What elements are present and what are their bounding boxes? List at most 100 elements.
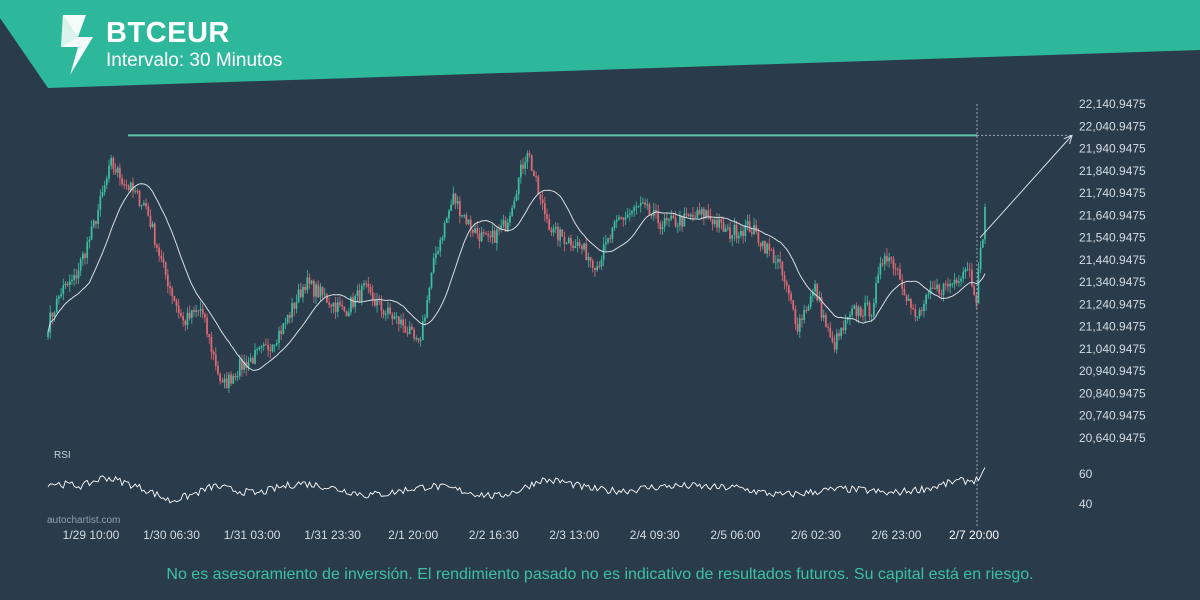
candle xyxy=(981,239,984,248)
candle xyxy=(528,153,531,155)
candle xyxy=(631,210,633,214)
candle xyxy=(319,286,322,298)
candle xyxy=(77,270,80,279)
candle xyxy=(62,285,65,294)
candle xyxy=(705,210,707,218)
candle xyxy=(134,190,137,192)
candle xyxy=(195,310,198,312)
candle xyxy=(519,164,522,178)
candle xyxy=(798,318,801,332)
time-tick-label: 1/30 06:30 xyxy=(143,528,200,542)
candle xyxy=(145,203,147,207)
candle xyxy=(105,178,108,186)
candle xyxy=(358,290,361,302)
candle xyxy=(779,258,782,263)
candle xyxy=(642,202,644,204)
candle xyxy=(84,253,86,258)
candle xyxy=(881,263,884,265)
candle xyxy=(262,344,265,347)
candle xyxy=(395,316,398,318)
candle xyxy=(406,332,409,334)
candle xyxy=(397,316,400,325)
candle xyxy=(670,215,673,220)
candle xyxy=(450,204,452,211)
candle xyxy=(768,243,771,250)
candle xyxy=(604,242,607,245)
candle xyxy=(925,294,928,304)
candle xyxy=(546,214,548,220)
disclaimer: No es asesoramiento de inversión. El ren… xyxy=(166,566,1034,583)
candle xyxy=(496,229,498,243)
candle xyxy=(681,216,683,227)
candle xyxy=(825,314,827,327)
candle xyxy=(88,239,91,243)
candle xyxy=(689,214,692,217)
candle xyxy=(934,287,936,289)
candle xyxy=(101,192,104,197)
candle xyxy=(550,229,553,233)
candle xyxy=(380,300,383,311)
candle xyxy=(365,283,368,285)
candle xyxy=(977,269,980,304)
price-tick-label: 22,040.9475 xyxy=(1079,119,1146,133)
candle xyxy=(491,230,494,238)
candle xyxy=(68,280,71,286)
candle xyxy=(914,308,917,317)
candle xyxy=(119,167,121,179)
candle xyxy=(99,196,102,211)
candle xyxy=(951,283,954,285)
candle xyxy=(541,199,544,204)
candle xyxy=(206,317,208,335)
candle xyxy=(890,257,893,260)
time-tick-label: 2/2 16:30 xyxy=(469,528,519,542)
candle xyxy=(916,316,919,318)
candle xyxy=(552,228,555,233)
candle xyxy=(818,297,821,301)
chart-title: BTCEUR xyxy=(106,17,230,49)
candle xyxy=(504,220,507,232)
overlays-layer xyxy=(47,104,1073,528)
candle xyxy=(227,374,230,389)
candle xyxy=(456,201,459,204)
candle xyxy=(940,293,943,295)
candle xyxy=(498,229,500,231)
forecast-arrow-head xyxy=(1063,134,1073,145)
candle xyxy=(295,302,298,309)
candle xyxy=(467,219,470,225)
candle xyxy=(513,200,516,208)
candle xyxy=(777,258,779,263)
candle xyxy=(535,176,537,178)
candle xyxy=(378,300,381,302)
candle xyxy=(110,157,113,166)
candle xyxy=(289,315,291,318)
candle xyxy=(269,349,272,352)
candle xyxy=(870,315,873,317)
candle xyxy=(548,219,551,230)
candle xyxy=(637,205,640,207)
candle xyxy=(894,268,897,270)
candle xyxy=(563,236,566,244)
candle xyxy=(278,330,280,343)
candle xyxy=(912,307,914,309)
candle xyxy=(343,306,346,312)
candle xyxy=(964,269,967,272)
candle xyxy=(973,285,975,295)
candle xyxy=(628,213,631,215)
candle xyxy=(173,296,176,301)
candle xyxy=(166,274,169,287)
rsi-tick-label: 40 xyxy=(1079,497,1093,511)
price-tick-label: 21,040.9475 xyxy=(1079,342,1146,356)
candle xyxy=(657,211,660,224)
price-tick-label: 21,440.9475 xyxy=(1079,253,1146,267)
candle xyxy=(607,238,609,243)
candle xyxy=(81,253,84,260)
candle xyxy=(622,217,625,220)
candle xyxy=(336,302,339,313)
candle xyxy=(757,231,760,243)
candle xyxy=(86,242,89,258)
candle xyxy=(929,287,932,295)
candle xyxy=(58,296,60,299)
moving-average-line xyxy=(47,183,986,371)
candle xyxy=(576,242,579,246)
